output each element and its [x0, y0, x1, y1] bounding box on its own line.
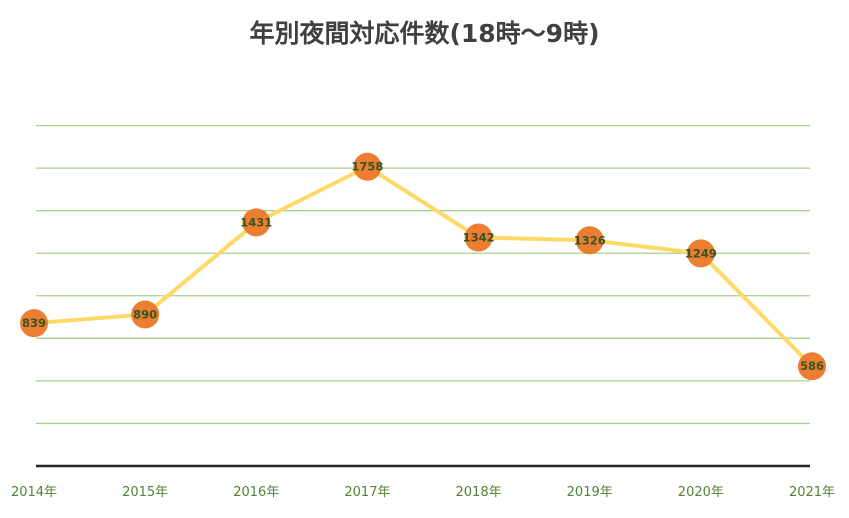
gridlines: [36, 124, 810, 425]
x-tick-label: 2021年: [789, 485, 835, 500]
data-label: 1326: [574, 233, 606, 247]
data-label: 890: [133, 308, 157, 322]
x-tick-label: 2016年: [233, 485, 279, 500]
data-label: 839: [22, 316, 46, 330]
data-point-marker: [353, 152, 382, 181]
data-label: 586: [800, 359, 824, 373]
x-tick-label: 2019年: [567, 485, 613, 500]
data-label: 1431: [240, 215, 272, 229]
data-label: 1342: [463, 231, 495, 245]
data-point-marker: [131, 300, 160, 329]
series-line-group: [33, 164, 814, 368]
x-tick-label: 2018年: [456, 485, 502, 500]
data-point-marker: [464, 223, 493, 252]
x-tick-label: 2020年: [678, 485, 724, 500]
x-tick-label: 2015年: [122, 485, 168, 500]
series-line: [33, 164, 814, 368]
data-label: 1249: [685, 246, 717, 260]
chart-title: 年別夜間対応件数(18時～9時): [249, 19, 600, 48]
markers-group: [20, 152, 826, 381]
data-point-marker: [20, 309, 48, 338]
x-tick-labels-group: 2014年 2015年 2016年 2017年 2018年 2019年 2020年 2021年: [11, 485, 835, 500]
x-tick-label: 2014年: [11, 485, 57, 500]
data-point-marker: [798, 352, 826, 381]
data-point-marker: [686, 239, 715, 268]
x-tick-label: 2017年: [344, 485, 390, 500]
data-labels-group: 839 890 1431 1758 1342 1326 1249 586: [22, 160, 824, 374]
data-label: 1758: [351, 160, 383, 174]
data-point-marker: [575, 226, 604, 255]
data-point-marker: [242, 208, 271, 237]
